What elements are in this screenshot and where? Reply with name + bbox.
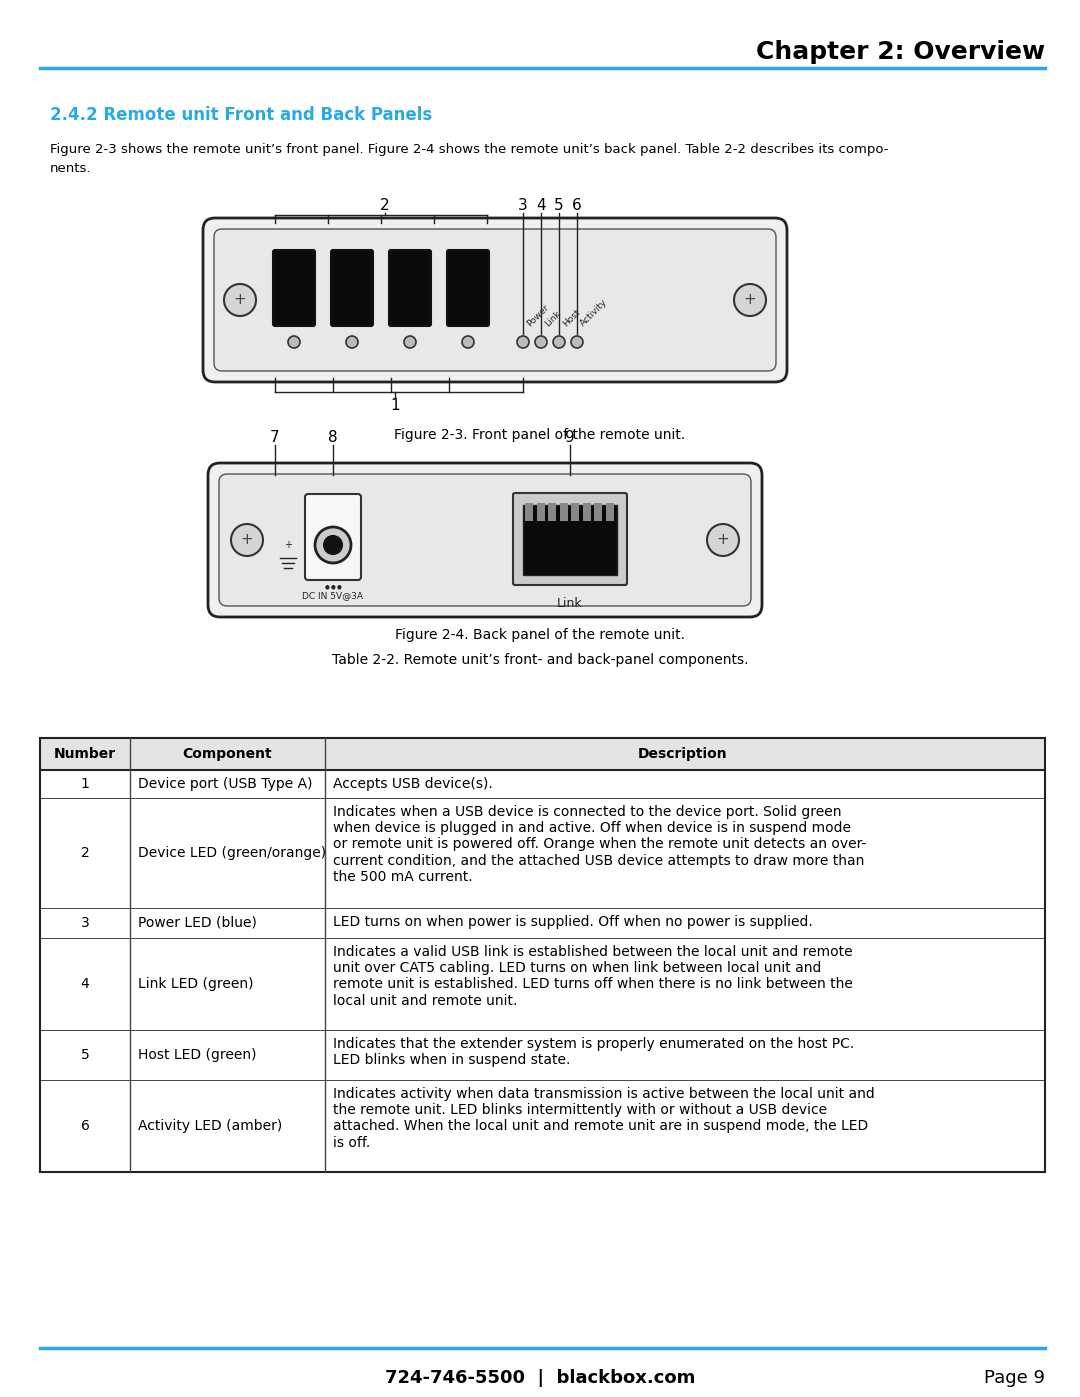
Text: 2: 2 (380, 197, 390, 212)
Bar (559, 503, 567, 521)
Bar (40, 770, 1045, 798)
Text: Link: Link (543, 309, 563, 328)
Circle shape (462, 337, 474, 348)
Bar (582, 503, 591, 521)
Text: 1: 1 (81, 777, 90, 791)
Circle shape (288, 337, 300, 348)
Text: Figure 2-3 shows the remote unit’s front panel. Figure 2-4 shows the remote unit: Figure 2-3 shows the remote unit’s front… (50, 142, 889, 156)
Circle shape (517, 337, 529, 348)
Bar (537, 503, 544, 521)
Circle shape (224, 284, 256, 316)
FancyBboxPatch shape (214, 229, 777, 372)
Text: Link: Link (557, 597, 583, 610)
Text: Chapter 2: Overview: Chapter 2: Overview (756, 41, 1045, 64)
Text: Host LED (green): Host LED (green) (138, 1048, 257, 1062)
Text: Device LED (green/orange): Device LED (green/orange) (138, 847, 326, 861)
Text: 6: 6 (572, 197, 582, 212)
Bar (525, 503, 534, 521)
Text: Component: Component (183, 747, 272, 761)
Text: 2: 2 (81, 847, 90, 861)
Text: 7: 7 (270, 429, 280, 444)
Text: +: + (241, 532, 254, 548)
Text: ●: ● (330, 584, 336, 590)
Text: 4: 4 (536, 197, 545, 212)
Text: Power LED (blue): Power LED (blue) (138, 916, 257, 930)
Text: 4: 4 (81, 977, 90, 990)
Text: Activity LED (amber): Activity LED (amber) (138, 1119, 282, 1133)
Circle shape (346, 337, 357, 348)
Circle shape (571, 337, 583, 348)
Text: DC IN 5V@3A: DC IN 5V@3A (302, 591, 364, 599)
Circle shape (553, 337, 565, 348)
Bar (40, 1080, 1045, 1172)
Bar (606, 503, 613, 521)
Circle shape (315, 527, 351, 563)
FancyBboxPatch shape (203, 218, 787, 381)
Text: 3: 3 (81, 916, 90, 930)
Bar (548, 503, 556, 521)
Bar (571, 503, 579, 521)
Circle shape (404, 337, 416, 348)
Text: Indicates a valid USB link is established between the local unit and remote
unit: Indicates a valid USB link is establishe… (333, 944, 853, 1007)
Circle shape (734, 284, 766, 316)
FancyBboxPatch shape (513, 493, 627, 585)
FancyBboxPatch shape (208, 462, 762, 617)
Text: Indicates that the extender system is properly enumerated on the host PC.
LED bl: Indicates that the extender system is pr… (333, 1037, 854, 1067)
Text: Page 9: Page 9 (984, 1369, 1045, 1387)
Text: Figure 2-3. Front panel of the remote unit.: Figure 2-3. Front panel of the remote un… (394, 427, 686, 441)
Text: nents.: nents. (50, 162, 92, 175)
Text: Host: Host (561, 307, 582, 328)
Text: 2.4.2 Remote unit Front and Back Panels: 2.4.2 Remote unit Front and Back Panels (50, 106, 432, 124)
FancyBboxPatch shape (389, 250, 431, 326)
Circle shape (535, 337, 546, 348)
Bar (40, 798, 1045, 908)
FancyBboxPatch shape (447, 250, 489, 326)
Bar (40, 908, 1045, 937)
Text: 724-746-5500  |  blackbox.com: 724-746-5500 | blackbox.com (384, 1369, 696, 1387)
Text: Description: Description (637, 747, 727, 761)
Text: 8: 8 (328, 429, 338, 444)
Text: +: + (717, 532, 729, 548)
FancyBboxPatch shape (273, 250, 315, 326)
Text: Link LED (green): Link LED (green) (138, 977, 254, 990)
Bar (523, 504, 617, 576)
Text: +: + (233, 292, 246, 307)
Bar (40, 738, 1045, 770)
Text: 5: 5 (81, 1048, 90, 1062)
Text: 1: 1 (390, 398, 400, 412)
Bar (40, 1030, 1045, 1080)
Text: 6: 6 (81, 1119, 90, 1133)
Text: Figure 2-4. Back panel of the remote unit.: Figure 2-4. Back panel of the remote uni… (395, 629, 685, 643)
Text: 9: 9 (565, 429, 575, 444)
Text: Table 2-2. Remote unit’s front- and back-panel components.: Table 2-2. Remote unit’s front- and back… (332, 652, 748, 666)
FancyBboxPatch shape (330, 250, 373, 326)
Text: +: + (284, 541, 292, 550)
Text: LED turns on when power is supplied. Off when no power is supplied.: LED turns on when power is supplied. Off… (333, 915, 813, 929)
Text: Indicates activity when data transmission is active between the local unit and
t: Indicates activity when data transmissio… (333, 1087, 875, 1150)
Text: Power: Power (525, 302, 551, 328)
Circle shape (324, 536, 342, 555)
Text: ●: ● (325, 584, 329, 590)
Text: Activity: Activity (579, 298, 609, 328)
Text: +: + (744, 292, 756, 307)
Text: Number: Number (54, 747, 116, 761)
Bar (40, 937, 1045, 1030)
Text: 3: 3 (518, 197, 528, 212)
Circle shape (231, 524, 264, 556)
Text: ●: ● (337, 584, 341, 590)
Circle shape (707, 524, 739, 556)
Bar (594, 503, 602, 521)
Text: Device port (USB Type A): Device port (USB Type A) (138, 777, 312, 791)
FancyBboxPatch shape (305, 495, 361, 580)
Text: Indicates when a USB device is connected to the device port. Solid green
when de: Indicates when a USB device is connected… (333, 805, 866, 884)
Text: Accepts USB device(s).: Accepts USB device(s). (333, 777, 492, 791)
Text: 5: 5 (554, 197, 564, 212)
FancyBboxPatch shape (219, 474, 751, 606)
